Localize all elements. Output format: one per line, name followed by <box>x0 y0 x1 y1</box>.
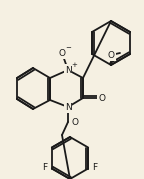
Text: O: O <box>98 93 106 103</box>
Text: O: O <box>72 117 78 127</box>
Text: F: F <box>42 163 47 172</box>
Text: −: − <box>65 45 71 51</box>
Text: N: N <box>65 66 71 74</box>
Text: F: F <box>93 163 98 172</box>
Text: +: + <box>71 62 77 68</box>
Text: O: O <box>58 49 66 57</box>
Text: O: O <box>108 50 114 59</box>
Text: N: N <box>65 103 71 112</box>
